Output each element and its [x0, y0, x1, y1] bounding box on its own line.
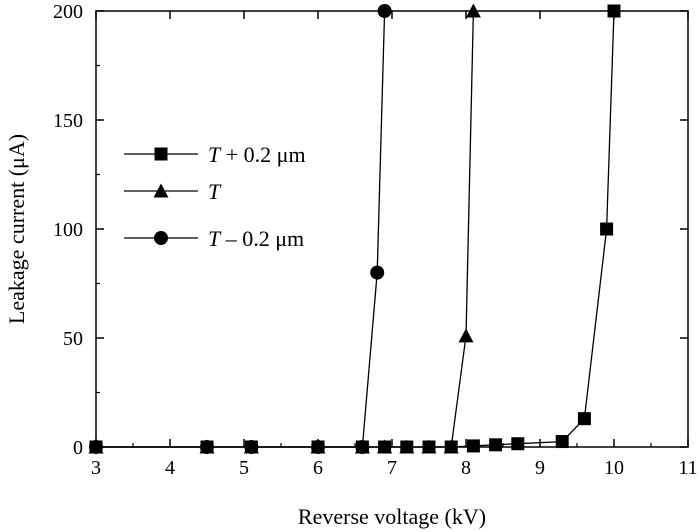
legend-marker: [154, 231, 168, 245]
data-point: [489, 438, 503, 452]
legend-marker: [153, 183, 169, 198]
legend-label-rest: – 0.2 μm: [220, 226, 304, 251]
legend-label-italic: T: [208, 142, 222, 167]
data-point: [377, 439, 393, 454]
series-1: [89, 4, 621, 454]
data-point: [311, 440, 325, 454]
data-point: [577, 412, 591, 426]
legend-label: T + 0.2 μm: [208, 142, 306, 167]
axes: 3 4 5 6 7 8 9 10 11 0 50 100 150 200: [53, 1, 698, 479]
legend-label: T: [208, 179, 222, 204]
x-tick-label: 10: [604, 457, 624, 479]
legend-item: T: [124, 179, 222, 204]
data-point: [421, 439, 437, 454]
x-tick-label: 11: [678, 457, 697, 479]
y-tick-label: 50: [63, 328, 83, 350]
y-tick-label: 150: [53, 110, 83, 132]
y-axis-title: Leakage current (μA): [4, 134, 29, 324]
x-tick-label: 9: [535, 457, 545, 479]
x-tick-label: 8: [461, 457, 471, 479]
data-point: [355, 440, 370, 454]
data-point: [370, 265, 385, 280]
legend-label: T – 0.2 μm: [208, 226, 304, 251]
x-tick-label: 3: [91, 457, 101, 479]
data-point: [600, 222, 614, 236]
legend-label-italic: T: [208, 226, 222, 251]
y-tick-label: 100: [53, 219, 83, 241]
legend-label-italic: T: [208, 179, 222, 204]
y-tick-label: 0: [73, 437, 83, 459]
x-axis-title: Reverse voltage (kV): [298, 504, 486, 529]
data-point: [244, 440, 259, 454]
data-point: [555, 435, 569, 449]
series-layer: [88, 3, 621, 454]
data-point: [399, 439, 415, 454]
legend-label-rest: + 0.2 μm: [220, 142, 305, 167]
data-point: [465, 3, 481, 18]
x-tick-label: 5: [239, 457, 249, 479]
x-tick-label: 6: [313, 457, 323, 479]
data-point: [89, 440, 103, 454]
series-3: [89, 4, 392, 454]
plot-frame: [95, 10, 689, 448]
data-point: [377, 4, 392, 18]
data-point: [466, 439, 480, 453]
data-point: [200, 440, 214, 454]
legend-item: T – 0.2 μm: [124, 226, 304, 251]
data-point: [511, 437, 525, 451]
y-tick-label: 200: [53, 1, 83, 23]
data-point: [607, 4, 621, 18]
series-line: [96, 10, 615, 448]
legend-item: T + 0.2 μm: [124, 142, 306, 167]
x-tick-label: 4: [165, 457, 175, 479]
data-point: [458, 328, 474, 343]
x-tick-label: 7: [387, 457, 397, 479]
legend-marker: [154, 147, 168, 161]
data-point: [443, 439, 459, 454]
